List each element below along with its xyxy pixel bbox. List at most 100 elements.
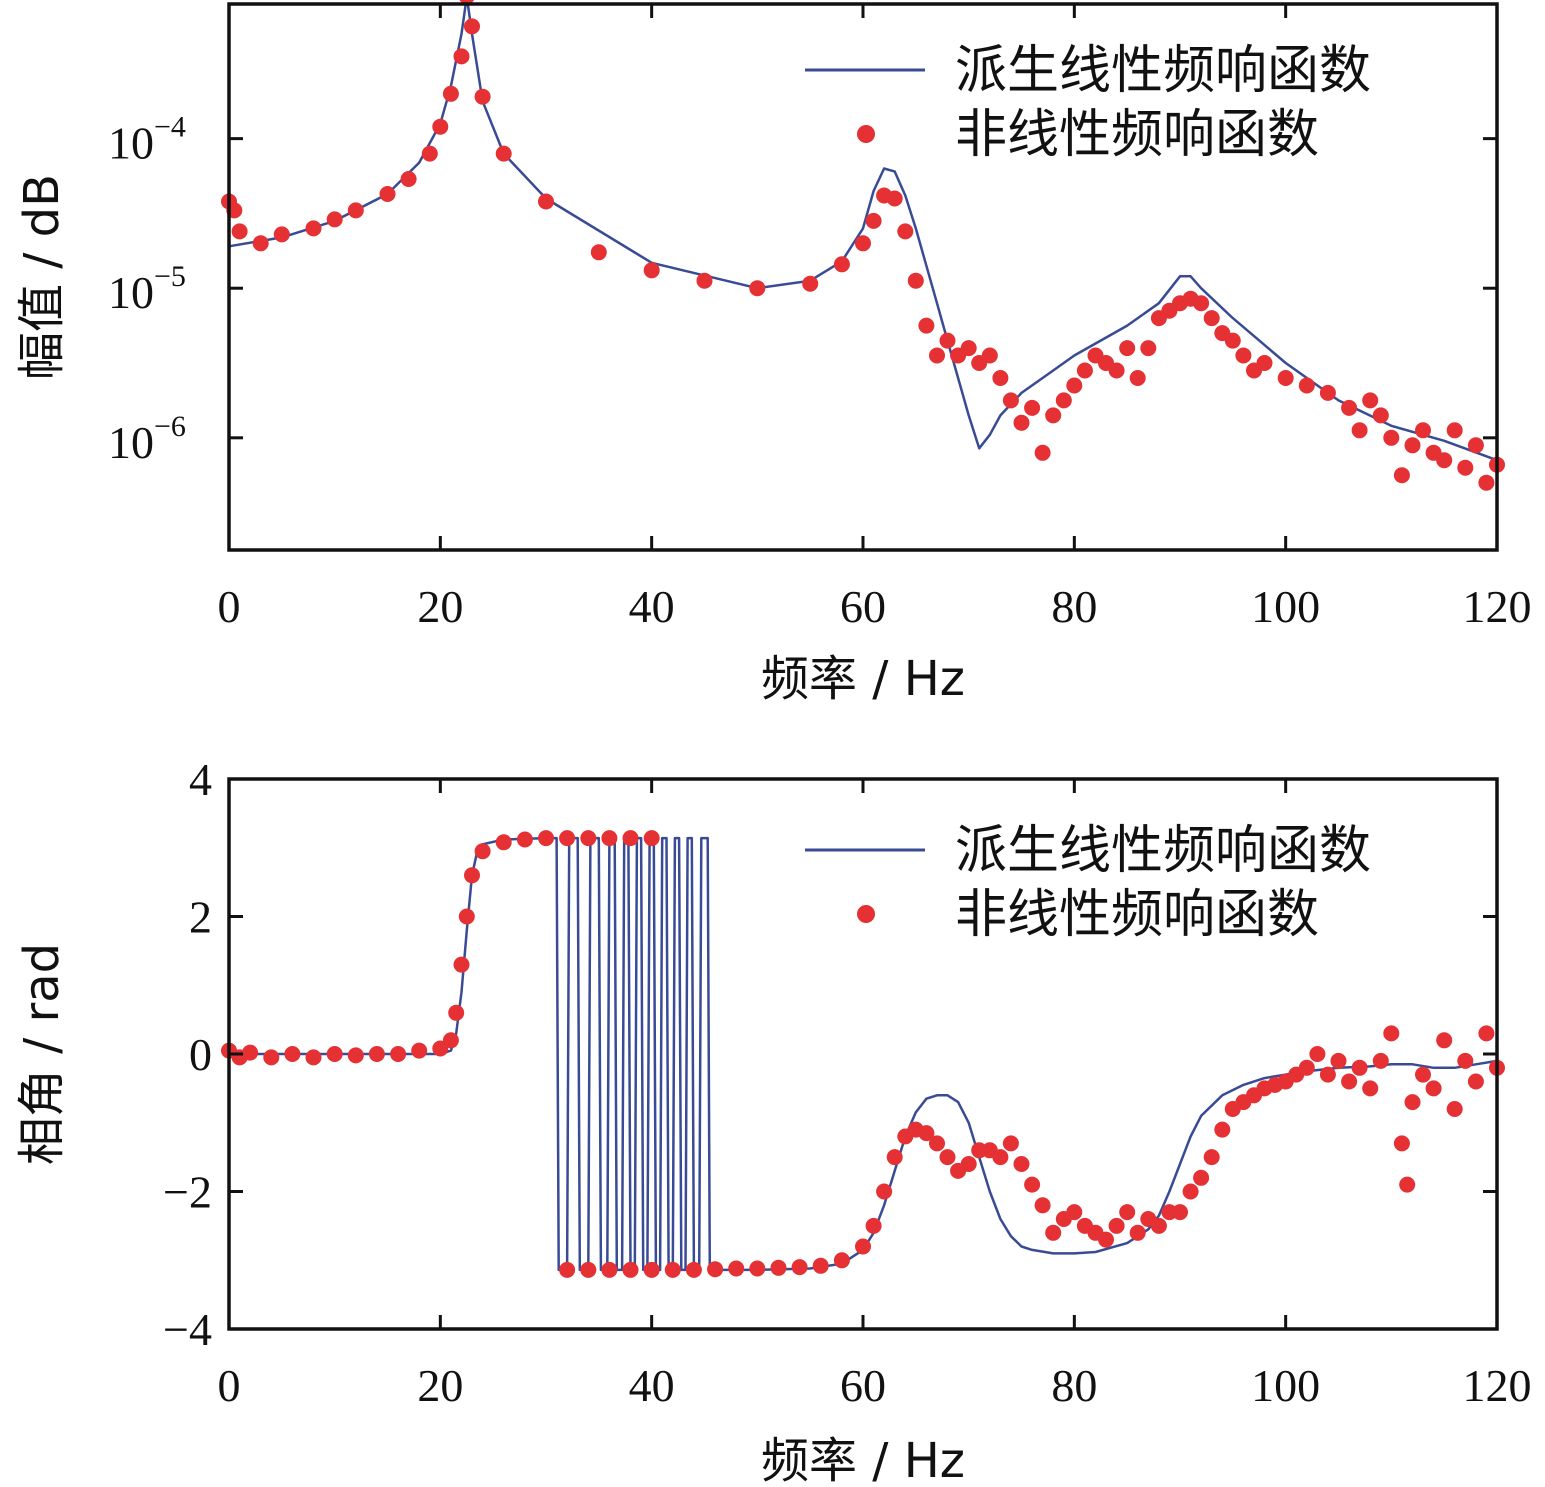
magnitude-nonlinear-frf-point: [939, 332, 956, 349]
magnitude-x-tick-label: 80: [1051, 581, 1097, 632]
phase-nonlinear-frf-point: [495, 834, 512, 851]
phase-legend: 派生线性频响函数 非线性频响函数: [805, 821, 1371, 945]
phase-nonlinear-frf-point: [1182, 1183, 1199, 1200]
phase-nonlinear-frf-point: [1172, 1204, 1188, 1221]
phase-nonlinear-frf-point: [1319, 1066, 1336, 1083]
phase-nonlinear-frf-point: [749, 1260, 766, 1277]
magnitude-x-axis-label: 频率 / Hz: [761, 651, 965, 707]
magnitude-nonlinear-frf-point: [1319, 384, 1336, 401]
phase-nonlinear-frf-point: [347, 1047, 364, 1064]
magnitude-nonlinear-frf-point: [929, 347, 945, 364]
magnitude-nonlinear-frf-point: [1393, 467, 1410, 484]
phase-nonlinear-frf-point: [305, 1049, 322, 1066]
magnitude-legend-linear-label: 派生线性频响函数: [955, 41, 1371, 101]
magnitude-nonlinear-frf-point: [833, 256, 850, 273]
phase-nonlinear-frf-point: [580, 1261, 597, 1278]
magnitude-nonlinear-frf-point: [1066, 377, 1083, 394]
phase-nonlinear-frf-point: [538, 830, 554, 847]
phase-nonlinear-frf-point: [1119, 1204, 1136, 1221]
magnitude-nonlinear-frf-point: [1045, 407, 1062, 424]
magnitude-nonlinear-frf-point: [802, 275, 819, 292]
phase-y-tick-label: 2: [189, 892, 212, 943]
phase-nonlinear-frf-point: [1383, 1025, 1400, 1042]
phase-nonlinear-frf-point: [812, 1257, 829, 1274]
phase-nonlinear-frf-point: [458, 908, 475, 925]
magnitude-nonlinear-frf-point: [1140, 340, 1157, 357]
phase-nonlinear-frf-point: [368, 1046, 385, 1062]
phase-nonlinear-frf-point: [1002, 1135, 1019, 1152]
phase-nonlinear-frf-point: [559, 830, 576, 847]
magnitude-nonlinear-frf-point: [897, 223, 914, 240]
magnitude-nonlinear-frf-point: [855, 235, 871, 252]
phase-nonlinear-frf-point: [1446, 1101, 1463, 1117]
phase-nonlinear-frf-point: [1362, 1080, 1379, 1097]
magnitude-nonlinear-frf-point: [1076, 362, 1093, 379]
phase-y-tick-label: −2: [163, 1167, 212, 1218]
magnitude-x-ticks: 0 20 40 60 80 100 120: [218, 4, 1532, 632]
magnitude-nonlinear-frf-point: [1372, 407, 1389, 424]
magnitude-nonlinear-frf-point: [538, 193, 554, 210]
magnitude-nonlinear-frf-point: [960, 340, 977, 357]
phase-linear-frf-line: [229, 836, 1498, 1272]
phase-nonlinear-frf-point: [833, 1252, 850, 1269]
phase-plot-series: [221, 830, 1505, 1278]
magnitude-nonlinear-frf-point: [1341, 399, 1358, 416]
magnitude-nonlinear-frf-point: [1002, 392, 1019, 409]
magnitude-nonlinear-frf-point: [347, 202, 364, 219]
phase-nonlinear-frf-point: [855, 1238, 871, 1255]
magnitude-nonlinear-frf-point: [1034, 444, 1051, 461]
magnitude-nonlinear-frf-point: [1467, 437, 1484, 454]
phase-nonlinear-frf-point: [411, 1042, 428, 1059]
phase-nonlinear-frf-point: [326, 1046, 343, 1062]
magnitude-x-tick-label: 100: [1251, 581, 1320, 632]
phase-nonlinear-frf-point: [770, 1259, 787, 1276]
magnitude-legend-marker-swatch: [857, 125, 875, 143]
magnitude-nonlinear-frf-point: [1013, 414, 1030, 431]
magnitude-y-tick-label: 10−6: [108, 410, 186, 468]
phase-nonlinear-frf-point: [1193, 1169, 1210, 1186]
magnitude-nonlinear-frf-point: [1446, 422, 1463, 439]
phase-nonlinear-frf-point: [728, 1260, 745, 1277]
phase-nonlinear-frf-point: [601, 830, 618, 847]
phase-x-tick-label: 60: [840, 1360, 886, 1411]
magnitude-nonlinear-frf-point: [273, 226, 290, 243]
phase-nonlinear-frf-point: [453, 956, 470, 973]
phase-nonlinear-frf-point: [1393, 1135, 1410, 1152]
phase-nonlinear-frf-point: [1013, 1156, 1030, 1172]
magnitude-nonlinear-frf-point: [432, 118, 449, 135]
magnitude-x-tick-label: 20: [417, 581, 463, 632]
phase-panel: 0 20 40 60 80 100 120 420−2−4 频率 / Hz 相角 / rad…: [14, 754, 1532, 1487]
phase-nonlinear-frf-point: [685, 1261, 702, 1278]
magnitude-nonlinear-frf-point: [749, 280, 766, 297]
magnitude-nonlinear-frf-point: [1436, 452, 1453, 469]
magnitude-nonlinear-frf-point: [305, 220, 322, 237]
magnitude-nonlinear-frf-point: [453, 48, 470, 65]
phase-nonlinear-frf-point: [791, 1259, 808, 1276]
phase-y-axis-label: 相角 / rad: [14, 943, 70, 1165]
magnitude-nonlinear-frf-point: [1108, 362, 1125, 379]
phase-nonlinear-frf-point: [918, 1125, 935, 1142]
phase-nonlinear-frf-point: [1478, 1025, 1495, 1042]
phase-legend-linear-label: 派生线性频响函数: [955, 821, 1371, 881]
phase-nonlinear-frf-point: [1330, 1052, 1347, 1069]
magnitude-nonlinear-frf-point: [252, 235, 269, 252]
magnitude-nonlinear-frf-point: [1298, 377, 1315, 394]
magnitude-nonlinear-frf-point: [1362, 392, 1379, 409]
magnitude-nonlinear-frf-point: [1235, 347, 1252, 364]
phase-nonlinear-frf-point: [1045, 1224, 1062, 1241]
phase-nonlinear-frf-point: [960, 1156, 977, 1172]
magnitude-x-tick-label: 120: [1463, 581, 1532, 632]
phase-nonlinear-frf-point: [242, 1044, 259, 1061]
phase-x-tick-label: 100: [1251, 1360, 1320, 1411]
phase-nonlinear-frf-point: [1024, 1176, 1041, 1193]
magnitude-nonlinear-frf-point: [1224, 332, 1241, 349]
phase-x-ticks: 0 20 40 60 80 100 120: [218, 779, 1532, 1411]
phase-nonlinear-frf-point: [929, 1135, 945, 1152]
phase-nonlinear-frf-point: [992, 1149, 1009, 1166]
magnitude-nonlinear-frf-point: [1415, 422, 1431, 439]
phase-nonlinear-frf-point: [464, 867, 480, 884]
phase-y-tick-label: 0: [189, 1029, 212, 1080]
magnitude-nonlinear-frf-point: [992, 370, 1009, 386]
phase-nonlinear-frf-point: [1341, 1073, 1358, 1090]
